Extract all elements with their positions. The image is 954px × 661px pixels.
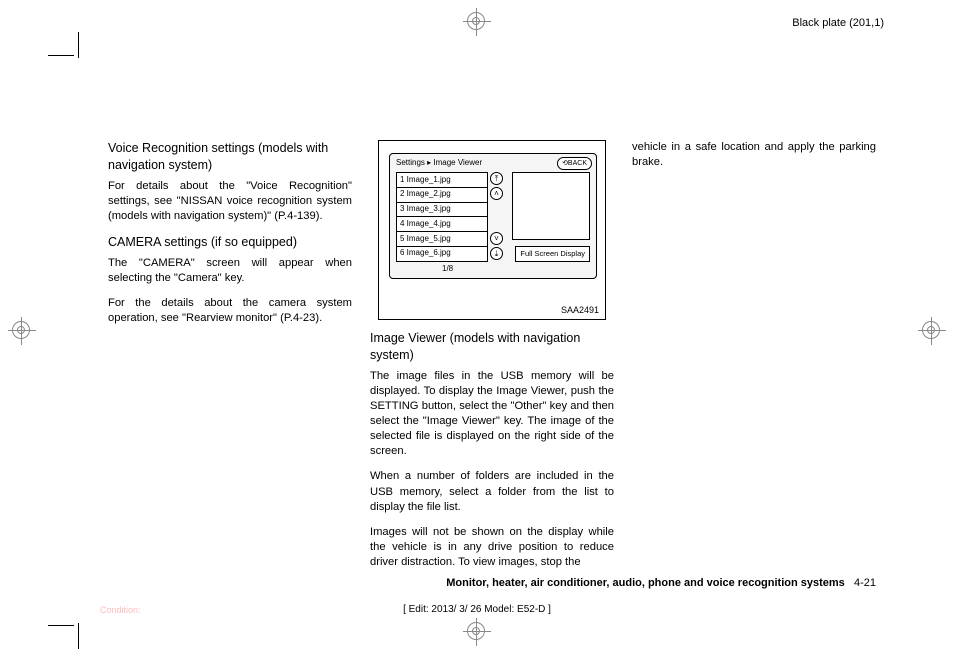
- list-item: 5 Image_5.jpg: [396, 231, 488, 247]
- footer: Monitor, heater, air conditioner, audio,…: [108, 577, 876, 589]
- footer-section: Monitor, heater, air conditioner, audio,…: [446, 577, 845, 589]
- breadcrumb: Settings ▸ Image Viewer: [396, 158, 482, 169]
- para: Images will not be shown on the display …: [370, 525, 614, 570]
- para: vehicle in a safe location and apply the…: [632, 140, 876, 170]
- para: For details about the "Voice Recognition…: [108, 179, 352, 224]
- list-item: 2 Image_2.jpg: [396, 187, 488, 203]
- heading-image-viewer: Image Viewer (models with navigation sys…: [370, 330, 614, 364]
- crop-mark: [48, 55, 74, 56]
- file-list: 1 Image_1.jpg 2 Image_2.jpg 3 Image_3.jp…: [396, 172, 488, 261]
- registration-mark: [918, 317, 946, 345]
- condition-label: Condition:: [100, 605, 141, 615]
- para: The image files in the USB memory will b…: [370, 369, 614, 460]
- crop-mark: [48, 625, 74, 626]
- registration-mark: [463, 618, 491, 646]
- preview-box: [512, 172, 590, 240]
- scroll-up-icon: ˄: [490, 187, 503, 200]
- column-2: Settings ▸ Image Viewer ⟲BACK 1 Image_1.…: [370, 140, 614, 580]
- scroll-down-icon: ˅: [490, 232, 503, 245]
- para: For the details about the camera system …: [108, 296, 352, 326]
- para: The "CAMERA" screen will appear when sel…: [108, 256, 352, 286]
- figure-image-viewer: Settings ▸ Image Viewer ⟲BACK 1 Image_1.…: [378, 140, 606, 320]
- back-button: ⟲BACK: [557, 157, 592, 170]
- registration-mark: [463, 8, 491, 36]
- pager: 1/8: [442, 264, 453, 275]
- scroll-bottom-icon: ⤓: [490, 247, 503, 260]
- page-number: 4-21: [854, 577, 876, 589]
- heading-camera: CAMERA settings (if so equipped): [108, 234, 352, 251]
- edit-line: [ Edit: 2013/ 3/ 26 Model: E52-D ]: [0, 604, 954, 615]
- para: When a number of folders are included in…: [370, 469, 614, 514]
- crop-mark: [78, 623, 79, 649]
- list-item: 4 Image_4.jpg: [396, 216, 488, 232]
- scroll-top-icon: ⤒: [490, 172, 503, 185]
- scroll-buttons: ⤒ ˄ ˅ ⤓: [490, 172, 504, 262]
- crop-mark: [78, 32, 79, 58]
- list-item: 3 Image_3.jpg: [396, 202, 488, 218]
- list-item: 6 Image_6.jpg: [396, 246, 488, 262]
- plate-label: Black plate (201,1): [792, 17, 884, 29]
- heading-voice-recognition: Voice Recognition settings (models with …: [108, 140, 352, 174]
- list-item: 1 Image_1.jpg: [396, 172, 488, 188]
- figure-label: SAA2491: [561, 304, 599, 316]
- column-1: Voice Recognition settings (models with …: [108, 140, 352, 580]
- screen-mockup: Settings ▸ Image Viewer ⟲BACK 1 Image_1.…: [389, 153, 597, 279]
- registration-mark: [8, 317, 36, 345]
- fullscreen-button: Full Screen Display: [515, 246, 590, 262]
- content-area: Voice Recognition settings (models with …: [108, 140, 876, 580]
- column-3: vehicle in a safe location and apply the…: [632, 140, 876, 580]
